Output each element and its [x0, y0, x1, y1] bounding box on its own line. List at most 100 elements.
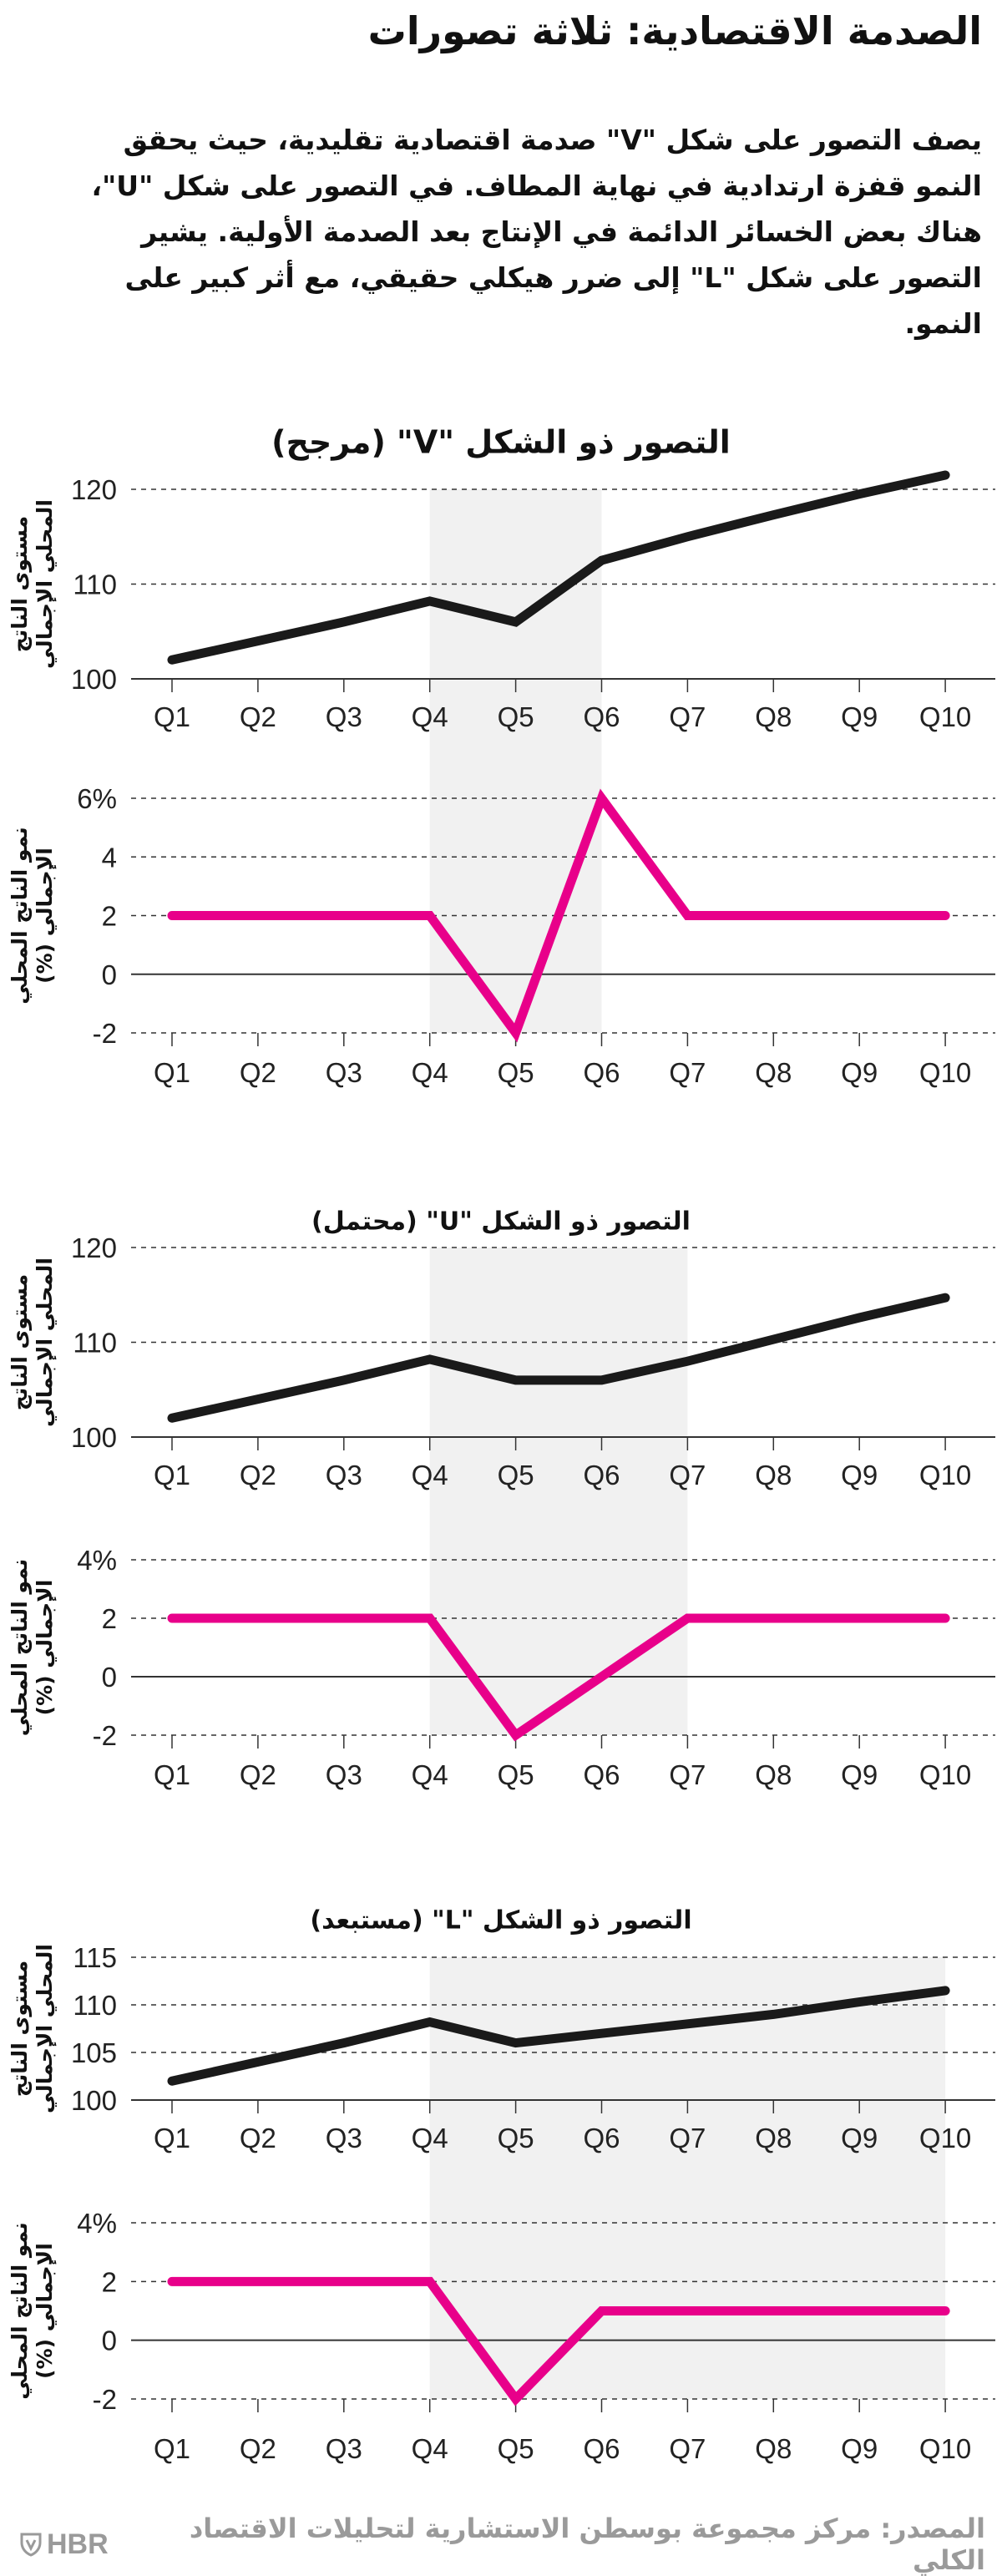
- x-tick-label: Q1: [154, 2123, 190, 2153]
- y-axis-title: الإجمالي (%): [33, 2243, 57, 2379]
- y-axis-title: الإجمالي (%): [33, 848, 57, 984]
- y-axis-title: نمو الناتج المحلي: [8, 2222, 33, 2399]
- x-tick-label: Q5: [498, 2433, 534, 2464]
- x-tick-label: Q9: [841, 2433, 878, 2464]
- x-tick-label: Q10: [919, 701, 971, 732]
- x-tick-label: Q7: [669, 2123, 706, 2153]
- y-axis-title: مستوى الناتج: [8, 1961, 33, 2097]
- chart-title: التصور ذو الشكل "L" (مستبعد): [310, 1906, 691, 1936]
- x-tick-label: Q2: [240, 1759, 276, 1790]
- x-tick-label: Q5: [498, 2123, 534, 2153]
- x-tick-label: Q4: [412, 701, 448, 732]
- x-tick-label: Q1: [154, 2433, 190, 2464]
- x-tick-label: Q8: [755, 1759, 792, 1790]
- y-tick-label: 6%: [77, 783, 117, 814]
- x-tick-label: Q3: [326, 1759, 362, 1790]
- x-tick-label: Q7: [669, 1057, 706, 1088]
- x-tick-label: Q3: [326, 701, 362, 732]
- x-tick-label: Q2: [240, 701, 276, 732]
- y-tick-label: 2: [102, 1603, 117, 1634]
- y-tick-label: 4%: [77, 1545, 117, 1576]
- y-tick-label: 110: [73, 569, 117, 600]
- x-tick-label: Q8: [755, 2123, 792, 2153]
- y-axis-title: الإجمالي (%): [33, 1580, 57, 1716]
- x-tick-label: Q9: [841, 1057, 878, 1088]
- footer: HBR المصدر: مركز مجموعة بوسطن الاستشارية…: [20, 2523, 985, 2565]
- x-tick-label: Q6: [583, 701, 620, 732]
- x-tick-label: Q10: [919, 2433, 971, 2464]
- x-tick-label: Q8: [755, 1460, 792, 1490]
- y-tick-label: -2: [93, 2384, 117, 2415]
- x-tick-label: Q2: [240, 1460, 276, 1490]
- y-axis-title: مستوى الناتج: [8, 516, 33, 652]
- y-tick-label: 2: [102, 2266, 117, 2297]
- x-tick-label: Q2: [240, 2433, 276, 2464]
- x-tick-label: Q8: [755, 1057, 792, 1088]
- y-tick-label: 120: [71, 1232, 117, 1263]
- y-tick-label: 0: [102, 1662, 117, 1693]
- x-tick-label: Q9: [841, 1460, 878, 1490]
- x-tick-label: Q7: [669, 1759, 706, 1790]
- y-tick-label: 100: [71, 664, 117, 695]
- x-tick-label: Q5: [498, 701, 534, 732]
- y-axis-title: مستوى الناتج: [8, 1274, 33, 1410]
- y-tick-label: 105: [71, 2037, 117, 2068]
- x-tick-label: Q9: [841, 1759, 878, 1790]
- x-tick-label: Q4: [412, 2123, 448, 2153]
- x-tick-label: Q5: [498, 1460, 534, 1490]
- x-tick-label: Q6: [583, 1759, 620, 1790]
- x-tick-label: Q10: [919, 1759, 971, 1790]
- y-tick-label: -2: [93, 1018, 117, 1049]
- x-tick-label: Q1: [154, 1759, 190, 1790]
- shock-period-shading: [430, 1248, 688, 1735]
- x-tick-label: Q3: [326, 1057, 362, 1088]
- y-tick-label: 110: [73, 1328, 117, 1359]
- x-tick-label: Q2: [240, 1057, 276, 1088]
- x-tick-label: Q1: [154, 1057, 190, 1088]
- y-tick-label: 120: [71, 474, 117, 505]
- x-tick-label: Q8: [755, 701, 792, 732]
- x-tick-label: Q4: [412, 1057, 448, 1088]
- x-tick-label: Q9: [841, 2123, 878, 2153]
- x-tick-label: Q3: [326, 2433, 362, 2464]
- source-note: المصدر: مركز مجموعة بوسطن الاستشارية لتح…: [109, 2513, 985, 2576]
- x-tick-label: Q4: [412, 1759, 448, 1790]
- y-tick-label: 0: [102, 959, 117, 990]
- x-tick-label: Q5: [498, 1057, 534, 1088]
- x-tick-label: Q6: [583, 1057, 620, 1088]
- y-tick-label: 100: [71, 2085, 117, 2116]
- x-tick-label: Q4: [412, 2433, 448, 2464]
- y-axis-title: نمو الناتج المحلي: [8, 1559, 33, 1736]
- x-tick-label: Q6: [583, 2433, 620, 2464]
- chart-title: التصور ذو الشكل "U" (محتمل): [311, 1207, 691, 1237]
- x-tick-label: Q5: [498, 1759, 534, 1790]
- y-tick-label: 110: [73, 1990, 117, 2021]
- x-tick-label: Q9: [841, 701, 878, 732]
- x-tick-label: Q3: [326, 2123, 362, 2153]
- x-tick-label: Q8: [755, 2433, 792, 2464]
- chart-1: التصور ذو الشكل "U" (محتمل) 100 110 120 Q1 Q2…: [8, 1207, 995, 1791]
- y-axis-title: المحلي الإجمالي: [33, 1258, 57, 1427]
- x-tick-label: Q1: [154, 701, 190, 732]
- x-tick-label: Q6: [583, 2123, 620, 2153]
- y-axis-title: نمو الناتج المحلي: [8, 827, 33, 1004]
- x-tick-label: Q1: [154, 1460, 190, 1490]
- y-tick-label: 115: [73, 1942, 117, 1973]
- y-tick-label: -2: [93, 1720, 117, 1751]
- chart-0: التصور ذو الشكل "V" (مرجح) 100 110 120 Q1 Q2 Q…: [8, 423, 995, 1088]
- x-tick-label: Q7: [669, 1460, 706, 1490]
- x-tick-label: Q10: [919, 1460, 971, 1490]
- y-tick-label: 0: [102, 2325, 117, 2356]
- x-tick-label: Q3: [326, 1460, 362, 1490]
- chart-title: التصور ذو الشكل "V" (مرجح): [271, 423, 731, 461]
- x-tick-label: Q10: [919, 2123, 971, 2153]
- y-axis-title: المحلي الإجمالي: [33, 499, 57, 669]
- shield-icon: [20, 2532, 42, 2557]
- chart-2: التصور ذو الشكل "L" (مستبعد) 100 105 110 115…: [8, 1906, 995, 2465]
- logo-text: HBR: [47, 2528, 109, 2561]
- y-tick-label: 100: [71, 1422, 117, 1453]
- x-tick-label: Q7: [669, 701, 706, 732]
- x-tick-label: Q6: [583, 1460, 620, 1490]
- y-tick-label: 4: [102, 842, 117, 873]
